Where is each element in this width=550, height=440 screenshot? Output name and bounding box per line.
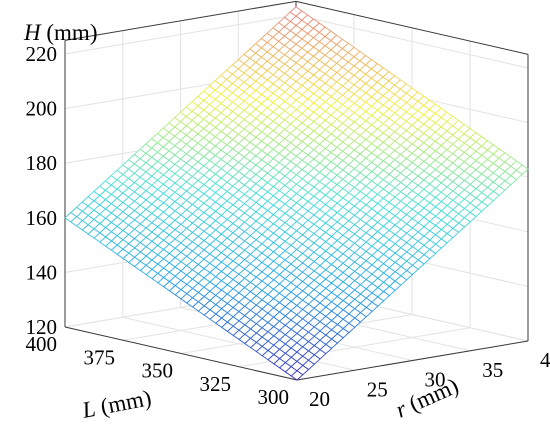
- z-tick-label: 180: [26, 151, 58, 175]
- y-tick-label: 325: [200, 372, 232, 396]
- x-tick-label: 35: [482, 358, 503, 382]
- z-tick-label: 120: [26, 315, 58, 339]
- y-tick-label: 300: [258, 385, 290, 409]
- y-tick-label: 400: [26, 332, 58, 356]
- y-axis-label: L (mm): [79, 385, 153, 423]
- axis-line: [295, 0, 529, 55]
- surface-cell: [289, 6, 303, 17]
- z-tick-label: 220: [26, 42, 58, 66]
- z-tick-label: 160: [26, 206, 58, 230]
- x-tick-label: 25: [367, 377, 388, 401]
- x-tick-label: 30: [425, 368, 446, 392]
- x-tick-label: 40: [540, 348, 550, 372]
- axis-line: [64, 326, 298, 381]
- y-tick-label: 375: [84, 345, 116, 369]
- axis-line: [64, 0, 297, 41]
- z-axis-label: H (mm): [23, 20, 97, 45]
- axis-line: [296, 340, 529, 381]
- surface-mesh: [64, 6, 529, 381]
- tick-labels: 120 140 160 180 200 220 300 325 350 375 400 20 25 30 3…: [26, 42, 550, 411]
- z-tick-label: 200: [26, 97, 58, 121]
- y-tick-label: 350: [142, 359, 174, 383]
- z-tick-label: 140: [26, 260, 58, 284]
- x-tick-label: 20: [309, 387, 330, 411]
